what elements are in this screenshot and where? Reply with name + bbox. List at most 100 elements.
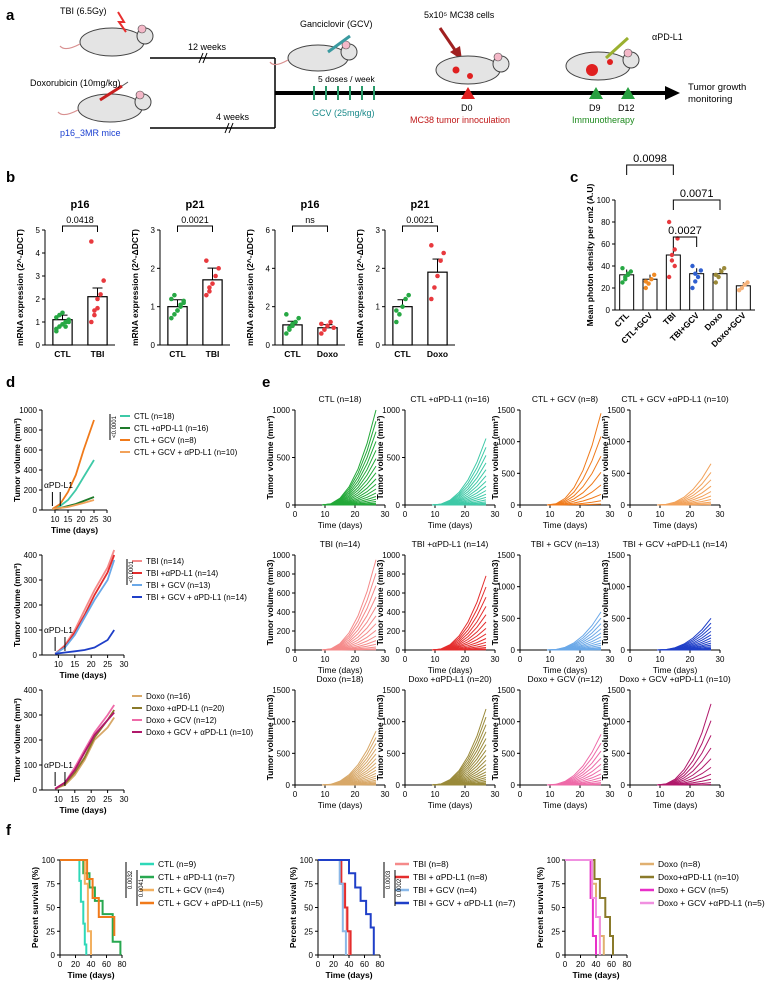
p-value-label: 0.0021 xyxy=(406,215,434,225)
y-axis-label: Tumor volume (mm3) xyxy=(490,694,500,780)
annotation-label: αPD-L1 xyxy=(44,625,73,635)
individual-curve xyxy=(546,413,602,506)
legend-label: CTL + GCV + αPD-L1 (n=5) xyxy=(158,898,263,908)
data-point xyxy=(172,312,177,317)
legend-label: TBI (n=14) xyxy=(146,557,184,566)
data-point xyxy=(669,258,675,263)
y-tick-label: 600 xyxy=(24,446,38,455)
y-tick-label: 1500 xyxy=(497,551,515,560)
data-point xyxy=(210,281,215,286)
y-tick-label: 2 xyxy=(36,295,41,304)
injection-arrow xyxy=(438,27,457,51)
category-label: Doxo xyxy=(427,349,448,359)
individual-curve xyxy=(656,463,712,506)
y-axis-label: Tumor volume (mm3) xyxy=(265,694,275,780)
survival-curve xyxy=(60,859,122,955)
y-tick-label: 1000 xyxy=(497,718,515,727)
y-tick-label: 500 xyxy=(502,749,516,758)
x-tick-label: 20 xyxy=(576,790,585,799)
y-tick-label: 0 xyxy=(511,501,516,510)
d9-marker xyxy=(589,87,603,99)
annotation-label: αPD-L1 xyxy=(44,480,73,490)
y-axis-label: Tumor volume (mm3) xyxy=(600,559,610,645)
y-tick-label: 500 xyxy=(277,749,291,758)
x-tick-label: 20 xyxy=(461,790,470,799)
monitoring-label: monitoring xyxy=(688,94,732,105)
legend-label: Doxo + GCV + αPD-L1 (n=10) xyxy=(146,728,253,737)
y-tick-label: 0 xyxy=(511,781,516,790)
data-point xyxy=(719,269,724,274)
x-tick-label: 0 xyxy=(316,960,321,969)
d12-label: D12 xyxy=(618,103,635,113)
y-tick-label: 1500 xyxy=(272,686,290,695)
break-mark-2 xyxy=(202,52,208,64)
significance-bracket xyxy=(672,236,698,247)
y-tick-label: 0 xyxy=(33,786,38,795)
survival-curve xyxy=(60,859,116,936)
weeks4-label: 4 weeks xyxy=(216,112,250,122)
p-value-label: 0.0027 xyxy=(668,225,702,237)
data-point xyxy=(713,280,718,285)
x-axis-label: Time (days) xyxy=(653,800,698,810)
d12-marker xyxy=(621,87,635,99)
p-value-label: <0.0001 xyxy=(112,415,118,438)
individual-curve xyxy=(321,559,377,651)
x-tick-label: 80 xyxy=(118,960,127,969)
chart-title: Doxo + GCV (n=12) xyxy=(527,674,602,684)
data-point xyxy=(213,273,218,279)
significance-bracket xyxy=(62,225,98,232)
y-tick-label: 0 xyxy=(36,341,41,350)
y-tick-label: 50 xyxy=(46,904,55,913)
x-tick-label: 15 xyxy=(70,660,79,669)
gcv-dose-ticks xyxy=(313,86,375,100)
individual-curve xyxy=(431,575,487,651)
x-tick-label: 80 xyxy=(623,960,632,969)
chart-title: CTL + GCV +αPD-L1 (n=10) xyxy=(621,394,729,404)
x-tick-label: 0 xyxy=(628,510,633,519)
data-point xyxy=(89,319,94,325)
p-value-label: 0.0021 xyxy=(181,215,209,225)
tbi-label: TBI (6.5Gy) xyxy=(60,6,107,16)
y-tick-label: 2 xyxy=(266,303,271,312)
d0-label: D0 xyxy=(461,103,473,113)
x-tick-label: 10 xyxy=(656,510,665,519)
x-tick-label: 10 xyxy=(51,515,60,524)
series-line xyxy=(54,704,115,790)
y-tick-label: 100 xyxy=(597,196,611,205)
x-tick-label: 30 xyxy=(716,790,725,799)
x-tick-label: 20 xyxy=(686,655,695,664)
y-tick-label: 20 xyxy=(601,284,610,293)
legend-label: Doxo + GCV (n=5) xyxy=(658,885,729,895)
data-point xyxy=(287,325,292,331)
y-tick-label: 3 xyxy=(376,226,381,235)
legend-label: Doxo + GCV (n=12) xyxy=(146,716,217,725)
y-tick-label: 200 xyxy=(387,627,401,636)
legend-label: TBI + GCV + αPD-L1 (n=14) xyxy=(146,593,247,602)
legend-label: CTL +αPD-L1 (n=16) xyxy=(134,424,209,433)
y-tick-label: 0 xyxy=(376,341,381,350)
individual-curve xyxy=(321,573,377,651)
series-line xyxy=(54,559,116,655)
data-point xyxy=(620,280,625,285)
x-tick-label: 30 xyxy=(120,795,129,804)
y-tick-label: 400 xyxy=(24,551,38,560)
y-tick-label: 1500 xyxy=(497,686,515,695)
y-axis-label: Tumor volume (mm³) xyxy=(12,418,22,502)
x-axis-label: Time (days) xyxy=(428,520,473,530)
data-point xyxy=(60,310,65,316)
mouse-doxo-illustration xyxy=(57,81,152,123)
y-tick-label: 1500 xyxy=(382,686,400,695)
x-tick-label: 0 xyxy=(518,655,523,664)
y-tick-label: 1000 xyxy=(497,583,515,592)
data-point xyxy=(181,298,186,304)
x-tick-label: 25 xyxy=(103,660,112,669)
series-line xyxy=(52,459,95,510)
y-tick-label: 0 xyxy=(286,781,291,790)
